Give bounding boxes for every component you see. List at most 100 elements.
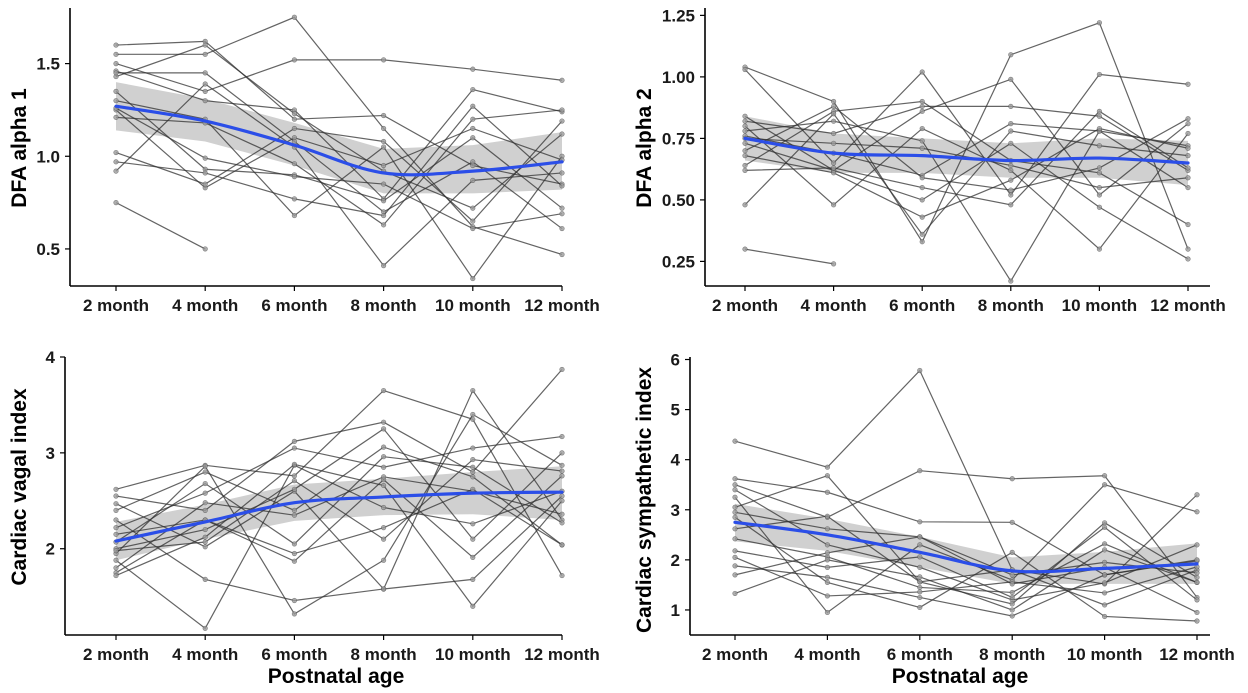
data-point xyxy=(824,609,831,616)
subject-line xyxy=(734,559,1198,617)
data-point xyxy=(291,611,298,617)
data-point xyxy=(202,539,208,545)
data-point xyxy=(919,108,925,114)
y-tick-label: 2 xyxy=(46,540,55,559)
subject-line xyxy=(734,556,1198,597)
data-point xyxy=(381,444,387,450)
data-point xyxy=(291,486,298,492)
data-point xyxy=(470,205,476,211)
subject-line xyxy=(115,120,563,222)
data-point xyxy=(113,486,119,492)
data-point xyxy=(830,165,837,171)
data-point xyxy=(559,572,565,579)
data-point xyxy=(830,140,837,146)
data-point xyxy=(1009,581,1015,587)
data-point xyxy=(559,498,565,504)
data-point xyxy=(559,170,565,176)
data-point xyxy=(742,148,748,154)
data-point xyxy=(1185,221,1191,228)
y-tick-label: 6 xyxy=(671,351,680,370)
data-point xyxy=(830,118,837,124)
panel-cardiac-sympathetic-index: Cardiac sympathetic index Postnatal age … xyxy=(633,351,1235,688)
subject-line xyxy=(744,248,834,265)
subject-line xyxy=(744,142,1189,260)
data-point xyxy=(732,494,738,500)
y-tick-label: 1.00 xyxy=(662,68,695,87)
subject-series xyxy=(742,103,1191,173)
data-point xyxy=(113,572,119,579)
subject-series xyxy=(732,509,1200,578)
subject-line xyxy=(115,109,563,226)
data-point xyxy=(1008,121,1014,127)
data-point xyxy=(1185,121,1191,127)
data-point xyxy=(381,138,387,145)
data-point xyxy=(824,473,831,479)
data-point xyxy=(732,563,738,569)
data-point xyxy=(1009,601,1015,607)
data-point xyxy=(919,125,925,132)
data-point xyxy=(824,526,831,532)
data-point xyxy=(742,118,748,124)
subject-line xyxy=(115,495,563,602)
data-point xyxy=(381,57,387,63)
data-point xyxy=(917,579,923,585)
data-point xyxy=(559,107,565,113)
x-tick-label: 6 month xyxy=(887,645,953,664)
data-point xyxy=(291,507,298,513)
data-point xyxy=(742,113,748,119)
subject-series xyxy=(113,200,208,252)
data-point xyxy=(917,574,923,580)
data-point xyxy=(824,550,831,556)
subject-line xyxy=(115,202,206,250)
data-point xyxy=(1185,175,1191,181)
subject-series xyxy=(742,246,837,267)
data-point xyxy=(732,536,738,542)
subject-series xyxy=(113,411,565,617)
data-point xyxy=(1194,574,1200,580)
subject-line xyxy=(744,78,1189,196)
data-point xyxy=(113,114,119,120)
y-axis-title: DFA alpha 1 xyxy=(8,88,31,208)
data-point xyxy=(559,205,565,211)
data-point xyxy=(732,504,738,510)
subject-line xyxy=(115,413,563,615)
data-point xyxy=(732,526,738,532)
data-point xyxy=(291,558,298,564)
subject-line xyxy=(115,476,563,569)
subject-line xyxy=(116,16,563,256)
data-point xyxy=(381,198,387,204)
data-point xyxy=(291,14,298,20)
data-point xyxy=(1194,557,1200,563)
data-point xyxy=(202,181,208,187)
y-tick-label: 0.75 xyxy=(662,129,695,148)
data-point xyxy=(1101,482,1108,488)
data-point xyxy=(202,480,208,487)
data-point xyxy=(113,168,119,174)
data-point xyxy=(917,554,923,560)
subject-line xyxy=(744,21,1189,250)
data-point xyxy=(1185,153,1191,159)
data-point xyxy=(1101,524,1108,530)
data-point xyxy=(291,174,298,180)
data-point xyxy=(824,557,831,563)
subject-series xyxy=(742,66,1191,198)
data-point xyxy=(742,66,748,73)
data-point xyxy=(381,212,387,219)
data-point xyxy=(1008,76,1014,82)
data-point xyxy=(919,98,925,105)
data-point xyxy=(381,426,387,432)
data-point xyxy=(113,557,119,563)
confidence-band xyxy=(735,503,1197,584)
subject-series xyxy=(113,433,565,531)
data-point xyxy=(1096,170,1102,176)
subject-series xyxy=(742,108,1191,208)
subject-line xyxy=(734,511,1198,576)
data-point xyxy=(1194,570,1200,576)
data-point xyxy=(824,489,831,495)
subject-series xyxy=(113,426,565,552)
data-point xyxy=(732,509,738,515)
trend-line xyxy=(743,136,1190,165)
data-point xyxy=(113,88,119,94)
data-point xyxy=(1185,81,1191,87)
x-tick-label: 4 month xyxy=(794,645,860,664)
